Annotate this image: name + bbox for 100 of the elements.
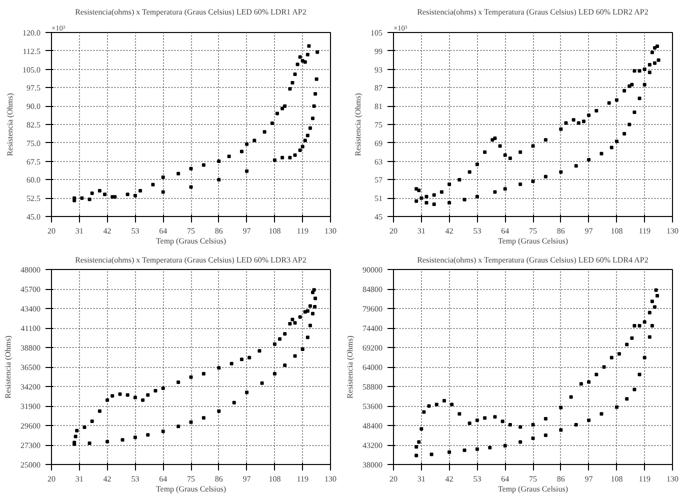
y-tick-label: 112.5 bbox=[22, 46, 40, 56]
y-tick-label: 87 bbox=[374, 84, 382, 93]
y-axis-title: Resistencia (Ohms) bbox=[6, 92, 14, 156]
y-tick-label: 99 bbox=[374, 46, 382, 56]
chart-title: Resistencia(ohms) x Temperatura (Graus Celsius) LED 60% LDR2 AP2 bbox=[417, 8, 648, 16]
x-tick-label: 119 bbox=[296, 226, 308, 236]
x-tick-label: 75 bbox=[187, 474, 195, 484]
x-axis-title: Temp (Graus Celsius) bbox=[156, 484, 226, 494]
y-tick-label: 25000 bbox=[20, 460, 40, 470]
y-tick-label: 75 bbox=[374, 120, 382, 130]
x-tick-label: 64 bbox=[501, 474, 510, 484]
x-tick-label: 130 bbox=[666, 226, 678, 236]
x-tick-label: 42 bbox=[103, 474, 112, 484]
y-tick-label: 58800 bbox=[362, 382, 382, 392]
y-tick-label: 69200 bbox=[362, 344, 382, 352]
x-axis-title: Temp (Graus Celsius) bbox=[156, 236, 226, 246]
y-tick-label: 63 bbox=[374, 157, 382, 166]
x-tick-label: 130 bbox=[324, 226, 336, 236]
y-tick-label: 45.0 bbox=[26, 212, 40, 222]
x-tick-label: 53 bbox=[131, 226, 140, 236]
x-tick-label: 75 bbox=[529, 226, 537, 236]
x-tick-label: 31 bbox=[417, 226, 426, 236]
x-tick-label: 64 bbox=[159, 474, 168, 484]
y-tick-label: 64000 bbox=[362, 363, 382, 372]
x-tick-label: 119 bbox=[638, 226, 650, 236]
y-tick-label: 31900 bbox=[20, 402, 40, 411]
x-tick-label: 86 bbox=[214, 226, 223, 236]
x-tick-label: 119 bbox=[296, 474, 308, 484]
y-tick-label: 48000 bbox=[20, 266, 40, 274]
x-axis-title: Temp (Graus Celsius) bbox=[498, 236, 568, 246]
x-tick-label: 42 bbox=[103, 226, 112, 236]
x-tick-label: 42 bbox=[445, 226, 454, 236]
x-tick-label: 20 bbox=[390, 474, 398, 484]
y-tick-label: 75.0 bbox=[26, 138, 40, 148]
x-tick-label: 42 bbox=[445, 474, 454, 484]
x-tick-label: 130 bbox=[324, 474, 336, 484]
y-tick-label: 93 bbox=[374, 65, 382, 74]
y-tick-label: 79600 bbox=[362, 304, 382, 314]
x-tick-label: 86 bbox=[214, 474, 223, 484]
x-tick-label: 20 bbox=[48, 226, 56, 236]
chart-title: Resistencia(ohms) x Temperatura (Graus Celsius) LED 60% LDR4 AP2 bbox=[417, 256, 648, 264]
y-tick-label: 53600 bbox=[362, 402, 382, 411]
x-tick-label: 97 bbox=[242, 226, 251, 236]
y-tick-label: 69 bbox=[374, 138, 382, 148]
chart-title: Resistencia(ohms) x Temperatura (Graus Celsius) LED 60% LDR3 AP2 bbox=[75, 256, 306, 264]
y-tick-label: 90000 bbox=[362, 266, 382, 274]
y-tick-label: 43200 bbox=[362, 441, 382, 450]
y-tick-label: 97.5 bbox=[26, 84, 40, 93]
x-tick-label: 75 bbox=[187, 226, 195, 236]
y-tick-label: 38800 bbox=[20, 344, 40, 352]
y-axis-title: Resistencia (Ohms) bbox=[354, 92, 362, 156]
y-tick-label: 81 bbox=[374, 102, 382, 112]
y-tick-label: 105 bbox=[370, 28, 382, 38]
y-tick-label: 45700 bbox=[20, 285, 40, 294]
y-tick-label: 67.5 bbox=[26, 157, 40, 166]
y-tick-label: 82.5 bbox=[26, 120, 40, 130]
y-tick-label: 84800 bbox=[362, 285, 382, 294]
x-tick-label: 75 bbox=[529, 474, 537, 484]
x-tick-label: 108 bbox=[268, 474, 281, 484]
y-tick-label: 105.0 bbox=[22, 65, 40, 74]
y-tick-label: 41100 bbox=[20, 324, 40, 333]
y-tick-label: 38000 bbox=[362, 460, 382, 470]
y-tick-label: 43400 bbox=[20, 304, 40, 314]
x-tick-label: 97 bbox=[584, 226, 593, 236]
y-tick-label: 45 bbox=[374, 212, 382, 222]
y-tick-label: 27300 bbox=[20, 441, 40, 450]
x-tick-label: 130 bbox=[666, 474, 678, 484]
y-tick-label: 74400 bbox=[362, 324, 382, 333]
y-axis-title: Resistencia (Ohms) bbox=[4, 335, 12, 398]
x-tick-label: 97 bbox=[584, 474, 593, 484]
x-tick-label: 86 bbox=[556, 474, 565, 484]
x-tick-label: 119 bbox=[638, 474, 650, 484]
y-tick-label: 120.0 bbox=[22, 28, 40, 38]
y-axis-title: Resistencia (Ohms) bbox=[346, 335, 354, 398]
y-tick-label: 90.0 bbox=[26, 102, 40, 112]
x-tick-label: 31 bbox=[75, 226, 84, 236]
y-tick-label: 52.5 bbox=[26, 194, 40, 204]
x-tick-label: 53 bbox=[131, 474, 140, 484]
x-tick-label: 20 bbox=[48, 474, 56, 484]
y-tick-label: 51 bbox=[374, 194, 382, 204]
x-tick-label: 64 bbox=[501, 226, 510, 236]
x-tick-label: 108 bbox=[610, 474, 623, 484]
x-tick-label: 64 bbox=[159, 226, 168, 236]
x-tick-label: 97 bbox=[242, 474, 251, 484]
x-tick-label: 86 bbox=[556, 226, 565, 236]
y-tick-label: 48400 bbox=[362, 422, 382, 430]
x-tick-label: 31 bbox=[75, 474, 84, 484]
y-tick-label: 36500 bbox=[20, 363, 40, 372]
y-tick-label: 29600 bbox=[20, 422, 40, 430]
x-tick-label: 53 bbox=[473, 226, 482, 236]
x-tick-label: 53 bbox=[473, 474, 482, 484]
x-axis-title: Temp (Graus Celsius) bbox=[498, 484, 568, 494]
y-tick-label: 34200 bbox=[20, 382, 40, 392]
y-tick-label: 60.0 bbox=[26, 176, 40, 185]
y-tick-label: 57 bbox=[374, 176, 382, 185]
x-tick-label: 31 bbox=[417, 474, 426, 484]
chart-title: Resistencia(ohms) x Temperatura (Graus Celsius) LED 60% LDR1 AP2 bbox=[75, 8, 306, 16]
x-tick-label: 108 bbox=[268, 226, 281, 236]
x-tick-label: 20 bbox=[390, 226, 398, 236]
x-tick-label: 108 bbox=[610, 226, 623, 236]
